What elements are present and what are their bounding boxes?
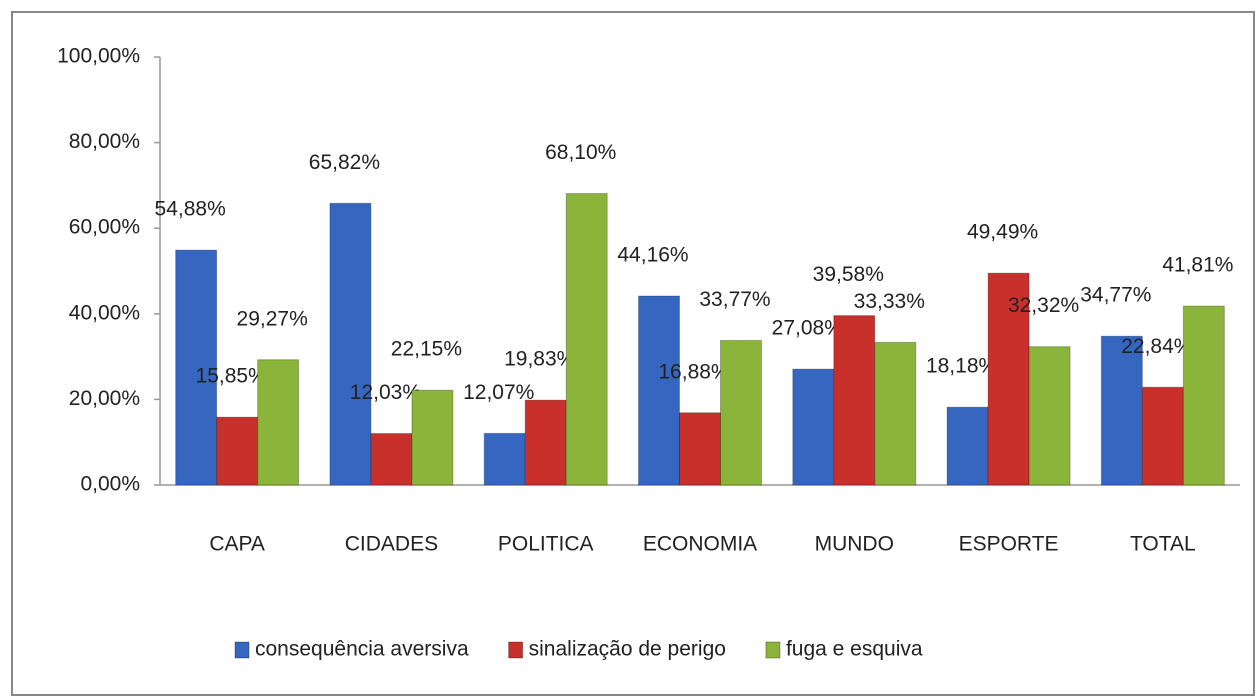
legend-marker bbox=[508, 641, 524, 659]
bar bbox=[216, 416, 259, 486]
value-label: 33,33% bbox=[854, 290, 925, 313]
value-label: 33,77% bbox=[699, 288, 770, 311]
bar bbox=[329, 202, 372, 486]
legend-label: sinalização de perigo bbox=[529, 638, 726, 661]
value-label: 16,88% bbox=[658, 360, 729, 383]
bar bbox=[946, 406, 989, 486]
bar bbox=[874, 341, 917, 486]
value-label: 34,77% bbox=[1080, 284, 1151, 307]
bar bbox=[638, 295, 680, 486]
legend-label: fuga e esquiva bbox=[786, 638, 923, 661]
value-label: 68,10% bbox=[545, 141, 616, 164]
value-label: 12,07% bbox=[463, 381, 534, 404]
bar bbox=[175, 249, 218, 486]
bar bbox=[257, 359, 300, 486]
value-label: 41,81% bbox=[1162, 254, 1233, 277]
value-label: 49,49% bbox=[967, 221, 1038, 244]
legend-label: consequência aversiva bbox=[255, 638, 469, 661]
value-label: 29,27% bbox=[237, 307, 308, 330]
x-tick-label: MUNDO bbox=[815, 533, 894, 556]
x-tick-label: POLITICA bbox=[498, 533, 594, 556]
value-label: 15,85% bbox=[196, 365, 267, 388]
x-tick-label: TOTAL bbox=[1130, 533, 1196, 556]
value-label: 22,15% bbox=[391, 338, 462, 361]
value-label: 44,16% bbox=[617, 244, 688, 267]
value-label: 12,03% bbox=[350, 381, 421, 404]
bar bbox=[565, 193, 608, 486]
bar bbox=[1141, 386, 1184, 486]
x-tick-label: ECONOMIA bbox=[643, 533, 757, 556]
bar bbox=[370, 433, 413, 486]
bar bbox=[833, 315, 876, 486]
y-tick-label: 40,00% bbox=[69, 301, 140, 324]
y-tick-label: 60,00% bbox=[69, 216, 140, 239]
value-label: 39,58% bbox=[813, 263, 884, 286]
x-tick-label: CIDADES bbox=[345, 533, 438, 556]
x-tick-label: ESPORTE bbox=[959, 533, 1059, 556]
bar bbox=[411, 389, 454, 486]
bar bbox=[1182, 305, 1225, 486]
bar bbox=[720, 339, 762, 486]
legend-marker bbox=[765, 641, 781, 659]
legend-marker bbox=[234, 641, 250, 659]
value-label: 18,18% bbox=[926, 355, 997, 378]
value-label: 27,08% bbox=[772, 317, 843, 340]
bar bbox=[1028, 346, 1071, 486]
value-label: 32,32% bbox=[1008, 294, 1079, 317]
x-tick-label: CAPA bbox=[209, 533, 265, 556]
bar bbox=[679, 412, 721, 486]
value-label: 54,88% bbox=[155, 198, 226, 221]
y-tick-label: 100,00% bbox=[57, 45, 140, 68]
bar bbox=[483, 432, 526, 486]
y-tick-label: 0,00% bbox=[80, 473, 140, 496]
bar bbox=[792, 368, 835, 486]
value-label: 22,84% bbox=[1121, 335, 1192, 358]
bar bbox=[1100, 335, 1143, 486]
y-tick-label: 80,00% bbox=[69, 130, 140, 153]
bar bbox=[524, 399, 567, 486]
y-tick-label: 20,00% bbox=[69, 387, 140, 410]
value-label: 19,83% bbox=[504, 348, 575, 371]
value-label: 65,82% bbox=[309, 151, 380, 174]
